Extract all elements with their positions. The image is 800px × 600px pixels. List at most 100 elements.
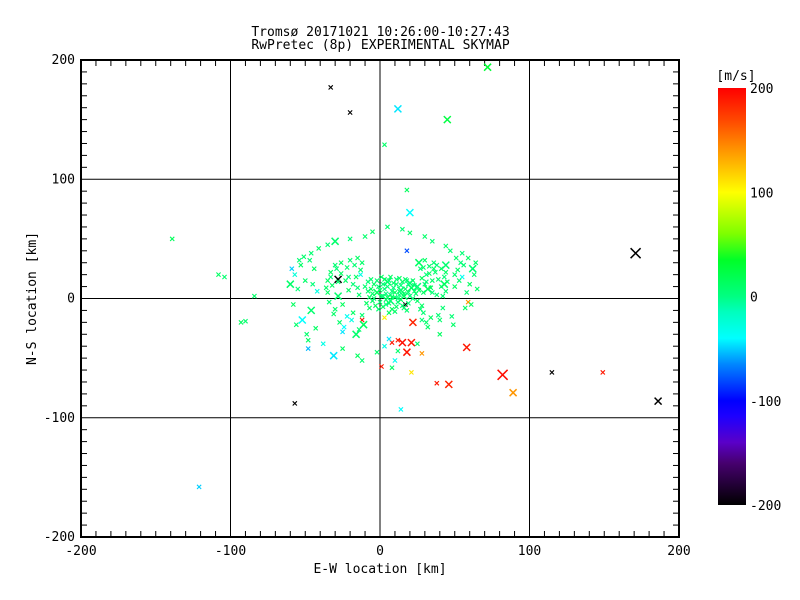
data-point	[329, 351, 338, 360]
data-point	[344, 313, 350, 319]
data-point	[428, 315, 434, 321]
data-point	[377, 299, 383, 305]
data-point	[331, 237, 340, 246]
data-point	[380, 293, 386, 299]
data-point	[402, 302, 408, 307]
data-point	[422, 257, 428, 263]
data-point	[468, 302, 474, 307]
data-point	[350, 281, 356, 287]
data-point	[293, 322, 299, 328]
data-point	[305, 346, 311, 352]
x-axis-tick-label: -100	[215, 544, 246, 559]
data-point	[497, 369, 509, 381]
data-point	[289, 266, 295, 272]
data-point	[471, 272, 477, 278]
data-point	[346, 274, 352, 280]
data-point	[359, 260, 365, 266]
data-point	[251, 293, 257, 299]
data-point	[379, 274, 384, 280]
chart-title: Tromsø 20171021 10:26:00-10:27:43 RwPret…	[81, 26, 680, 52]
colorbar	[718, 88, 746, 505]
data-point	[216, 272, 221, 278]
data-point	[437, 317, 443, 323]
data-point	[382, 343, 387, 349]
data-point	[379, 364, 384, 369]
data-point	[393, 281, 399, 287]
data-point	[443, 288, 449, 294]
data-point	[298, 262, 304, 268]
data-point	[423, 272, 429, 278]
data-point	[419, 350, 425, 356]
colorbar-tick-label: 200	[750, 82, 773, 97]
data-point	[362, 284, 368, 290]
data-point	[326, 299, 332, 305]
data-point	[398, 406, 404, 412]
data-point	[419, 303, 425, 309]
data-point	[346, 287, 352, 293]
data-point	[338, 260, 344, 266]
data-point	[435, 312, 441, 318]
plot-border	[80, 59, 680, 538]
data-point	[419, 275, 425, 281]
data-point	[368, 276, 374, 282]
data-point	[310, 281, 316, 287]
data-point	[450, 322, 456, 328]
data-point	[385, 224, 390, 230]
data-point	[347, 236, 353, 242]
data-point	[429, 238, 435, 244]
data-point	[399, 303, 405, 309]
data-point	[432, 269, 438, 275]
data-point	[352, 262, 358, 268]
data-point	[380, 281, 386, 287]
data-point	[461, 262, 467, 268]
data-point	[355, 285, 361, 291]
data-point	[329, 282, 335, 288]
data-point	[443, 115, 452, 124]
data-point	[453, 255, 459, 261]
data-point	[404, 187, 410, 193]
data-point	[389, 365, 395, 371]
data-point	[353, 274, 359, 280]
data-point	[367, 305, 372, 311]
data-point	[337, 319, 343, 325]
data-point	[352, 330, 361, 339]
data-point	[419, 317, 425, 323]
data-point	[358, 267, 364, 273]
data-point	[347, 257, 353, 263]
data-point	[341, 324, 347, 330]
y-axis-tick-label: 100	[52, 172, 75, 187]
data-point	[290, 302, 296, 307]
data-point	[307, 306, 316, 315]
data-point	[389, 288, 395, 294]
data-point	[408, 318, 417, 327]
data-point	[405, 300, 411, 306]
data-point	[459, 250, 465, 256]
data-point	[483, 63, 492, 72]
data-point	[292, 400, 298, 406]
data-point	[426, 263, 432, 269]
data-point	[440, 305, 446, 311]
data-point	[411, 288, 417, 294]
data-point	[382, 142, 387, 148]
data-point	[386, 310, 392, 316]
data-point	[456, 278, 462, 284]
data-point	[376, 284, 381, 290]
data-point	[386, 336, 392, 342]
data-point	[340, 346, 346, 352]
data-point	[452, 272, 458, 278]
data-point	[371, 296, 377, 301]
data-point	[385, 284, 390, 290]
data-point	[340, 329, 346, 335]
data-point	[374, 349, 380, 355]
data-point	[426, 271, 432, 276]
data-point	[509, 388, 518, 397]
data-point	[464, 290, 470, 295]
data-point	[292, 272, 298, 278]
x-axis-tick-label: 200	[667, 544, 690, 559]
colorbar-tick-label: -100	[750, 395, 781, 410]
data-point	[468, 264, 477, 273]
colorbar-tick-label: -200	[750, 499, 781, 514]
data-point	[389, 294, 395, 300]
